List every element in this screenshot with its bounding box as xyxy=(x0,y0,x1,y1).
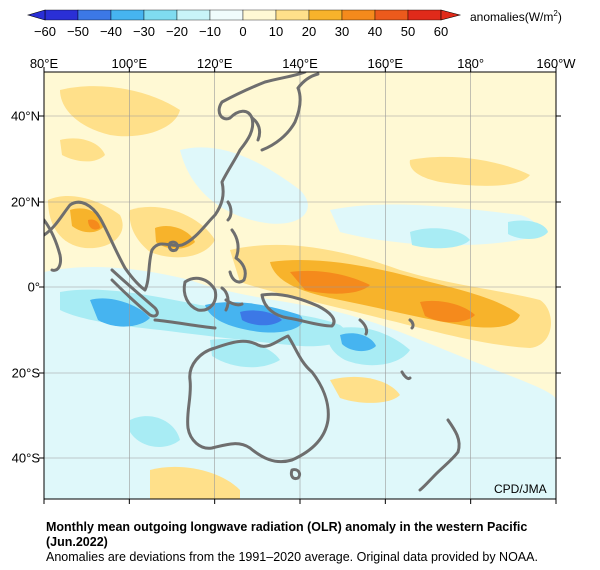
coastlines xyxy=(44,72,461,492)
olr-anomaly-map xyxy=(39,67,561,504)
colorbar-right-arrow xyxy=(440,9,462,21)
colorbar-tick-labels: −60 −50 −40 −30 −20 −10 0 10 20 30 40 50 60 xyxy=(34,24,448,39)
legend-unit-suffix: ) xyxy=(557,10,562,24)
coastline-sumatra xyxy=(110,268,159,318)
colorbar-tick-label: 0 xyxy=(239,24,246,39)
colorbar-left-arrow xyxy=(26,9,46,21)
colorbar-tick-label: 20 xyxy=(302,24,316,39)
anomaly-fill-dark-orange xyxy=(88,219,475,323)
coastline-new-zealand xyxy=(418,418,461,492)
legend-unit-exponent: 2 xyxy=(553,9,558,18)
coastline-australia xyxy=(186,334,330,464)
coastline-new-guinea xyxy=(260,292,336,328)
colorbar-cells xyxy=(44,9,442,21)
axis-ticks xyxy=(39,67,561,504)
longitude-label: 100°E xyxy=(111,56,148,71)
credit-label: CPD/JMA xyxy=(494,482,547,496)
map-subtitle: Anomalies are deviations from the 1991–2… xyxy=(46,550,538,564)
map-title: Monthly mean outgoing longwave radiation… xyxy=(46,520,528,549)
coastline-sulawesi xyxy=(220,286,244,312)
latitude-label: 40°S xyxy=(11,450,40,466)
latitude-label: 20°S xyxy=(11,365,40,381)
coastline-taiwan xyxy=(226,200,233,222)
coastline-india xyxy=(44,218,62,272)
colorbar-tick-label: 10 xyxy=(269,24,283,39)
coastline-japan xyxy=(260,72,320,152)
legend-unit-prefix: anomalies(W/m xyxy=(470,10,554,24)
longitude-label: 180° xyxy=(457,56,485,71)
legend-unit: anomalies(W/m2) xyxy=(470,9,562,24)
longitude-label: 80°E xyxy=(29,56,59,71)
colorbar-tick-label: −60 xyxy=(34,24,56,39)
colorbar-tick-label: 40 xyxy=(368,24,382,39)
longitude-label: 160°E xyxy=(367,56,404,71)
colorbar-tick-label: 60 xyxy=(434,24,448,39)
coastline-tasmania xyxy=(289,468,302,480)
coastline-borneo xyxy=(182,276,218,312)
colorbar-tick-label: 50 xyxy=(401,24,415,39)
anomaly-fill-deep-blue xyxy=(240,310,282,326)
colorbar-tick-label: −30 xyxy=(133,24,155,39)
latitude-label: 20°N xyxy=(10,194,40,210)
colorbar: −60 −50 −40 −30 −20 −10 0 10 20 30 40 50 60 xyxy=(26,9,462,39)
colorbar-tick-label: 30 xyxy=(335,24,349,39)
colorbar-tick-label: −50 xyxy=(67,24,89,39)
coastline-hainan xyxy=(167,240,180,252)
coastline-java xyxy=(153,318,217,330)
coastline-korea xyxy=(250,116,262,142)
longitude-label: 160°W xyxy=(536,56,576,71)
colorbar-tick-label: −40 xyxy=(100,24,122,39)
longitude-label: 140°E xyxy=(282,56,318,71)
latitude-label: 0° xyxy=(27,279,40,295)
colorbar-tick-label: −10 xyxy=(199,24,221,39)
coastline-philippines xyxy=(228,228,247,284)
longitude-label: 120°E xyxy=(196,56,233,71)
coastline-pacific-islands xyxy=(358,318,415,380)
colorbar-tick-label: −20 xyxy=(166,24,188,39)
latitude-label: 40°N xyxy=(10,108,40,124)
coastline-asia-mainland xyxy=(44,72,307,292)
